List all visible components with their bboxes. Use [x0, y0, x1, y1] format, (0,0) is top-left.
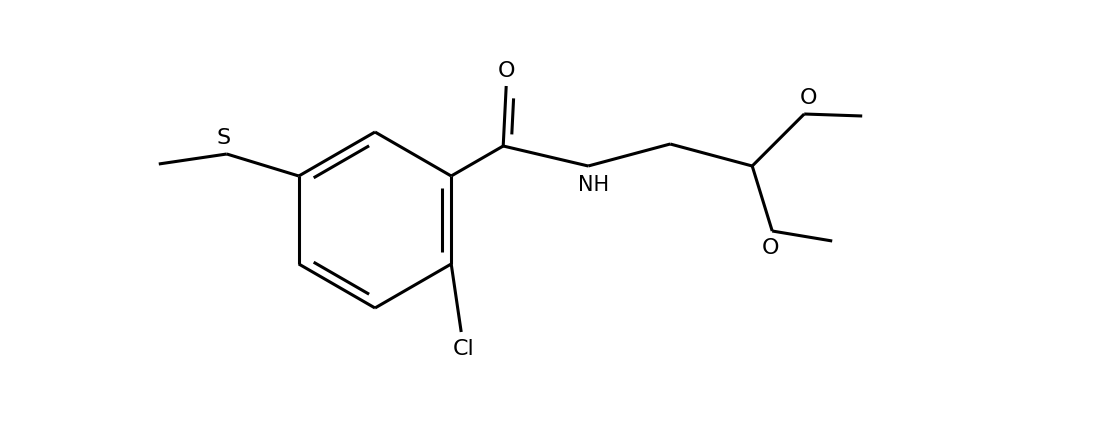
Text: O: O [799, 88, 817, 108]
Text: NH: NH [577, 175, 608, 195]
Text: S: S [217, 128, 230, 148]
Text: Cl: Cl [452, 339, 474, 359]
Text: O: O [761, 238, 779, 258]
Text: O: O [497, 61, 515, 81]
